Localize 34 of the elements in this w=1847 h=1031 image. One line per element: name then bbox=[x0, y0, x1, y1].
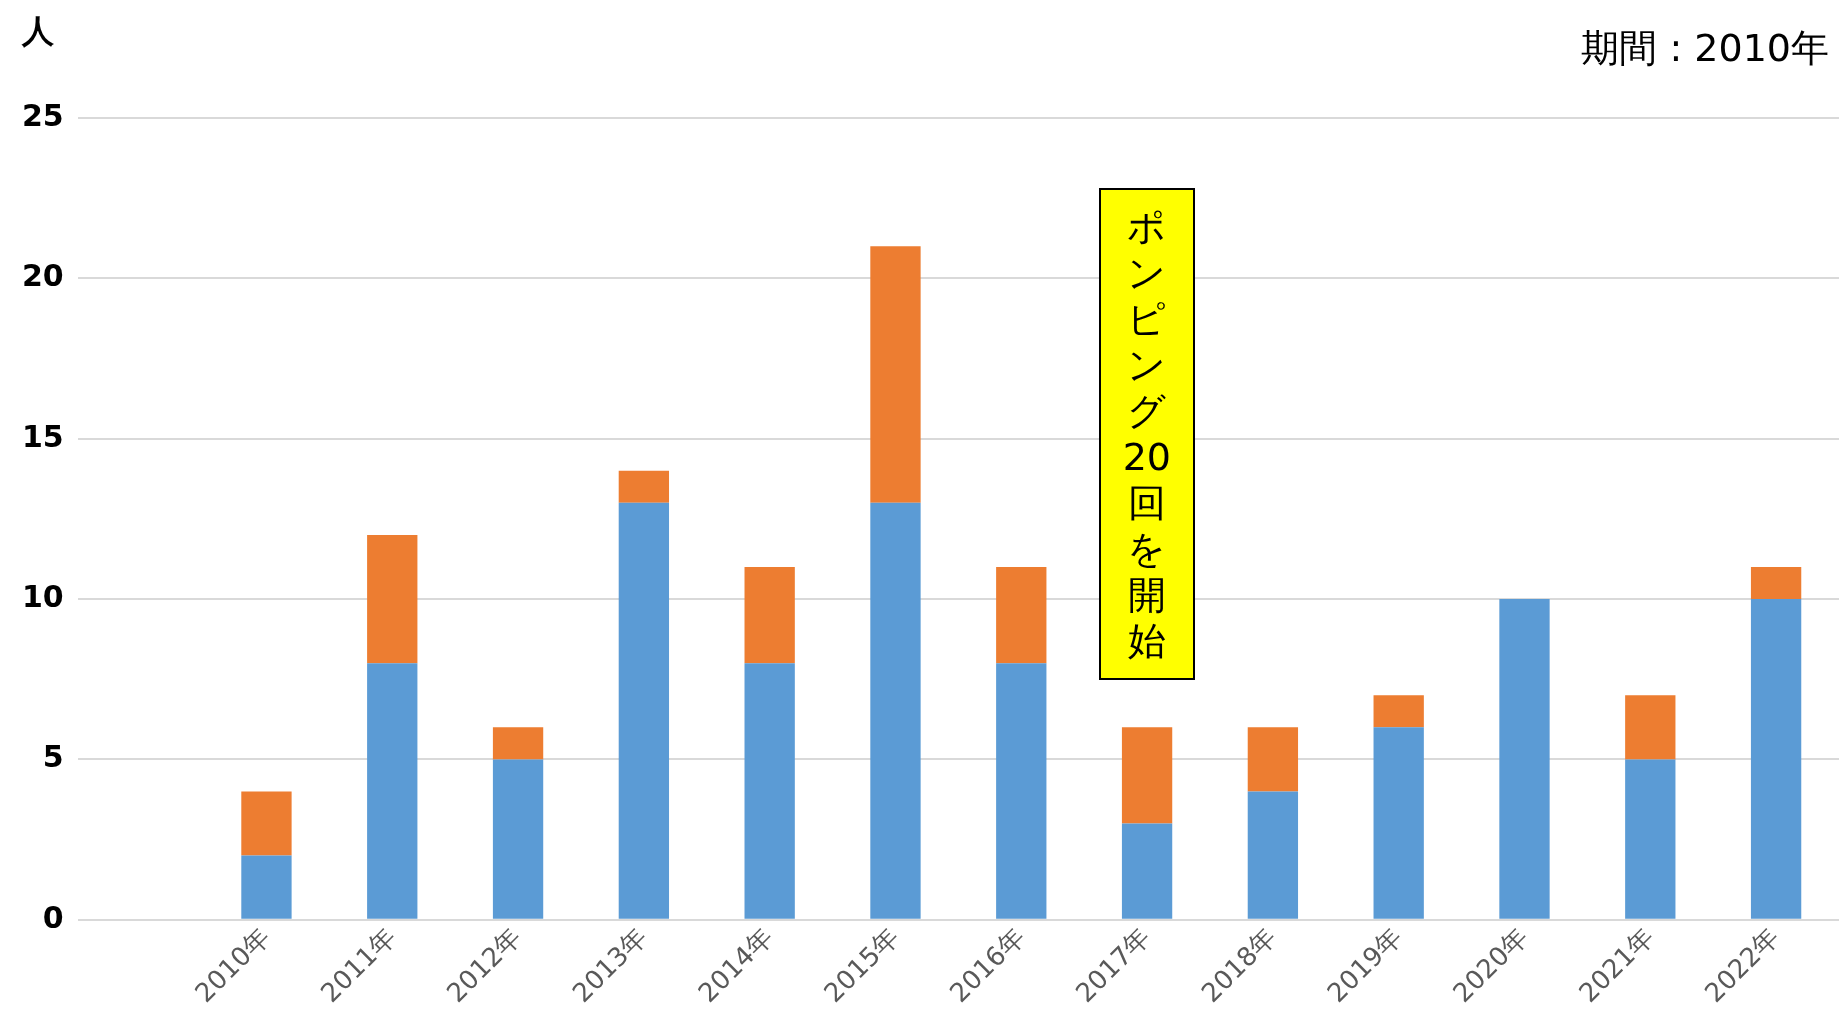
y-tick-label: 15 bbox=[22, 418, 64, 454]
bar bbox=[1121, 727, 1173, 824]
bar bbox=[996, 663, 1047, 919]
y-tick-label: 25 bbox=[22, 97, 64, 133]
bar bbox=[241, 791, 292, 856]
bar bbox=[1247, 791, 1299, 919]
bar bbox=[870, 502, 921, 919]
y-tick-label: 10 bbox=[22, 578, 64, 614]
bar bbox=[1247, 727, 1299, 792]
y-tick-label: 20 bbox=[22, 258, 64, 294]
bar bbox=[1499, 599, 1550, 919]
bar bbox=[492, 727, 544, 760]
text: ポンピング20回を開始 bbox=[1122, 205, 1171, 663]
bar bbox=[1750, 599, 1802, 919]
bar bbox=[492, 759, 544, 919]
bar bbox=[1373, 695, 1424, 728]
bar bbox=[744, 566, 795, 664]
y-tick-label: 0 bbox=[42, 899, 64, 935]
chart-title: 期間 : 2010年 bbox=[1581, 25, 1829, 70]
bar bbox=[367, 534, 418, 664]
bar bbox=[367, 663, 418, 919]
bar bbox=[1373, 727, 1424, 919]
bar bbox=[870, 246, 921, 503]
bar bbox=[241, 855, 292, 919]
bar bbox=[996, 566, 1047, 664]
bar bbox=[1121, 823, 1173, 919]
bar bbox=[1625, 695, 1676, 760]
bar bbox=[618, 470, 670, 503]
bar bbox=[1750, 566, 1802, 600]
bar bbox=[1625, 759, 1676, 919]
bar bbox=[744, 663, 795, 919]
y-tick-label: 5 bbox=[42, 739, 64, 775]
y-axis-title: 人 bbox=[21, 12, 55, 51]
bar bbox=[618, 502, 670, 919]
